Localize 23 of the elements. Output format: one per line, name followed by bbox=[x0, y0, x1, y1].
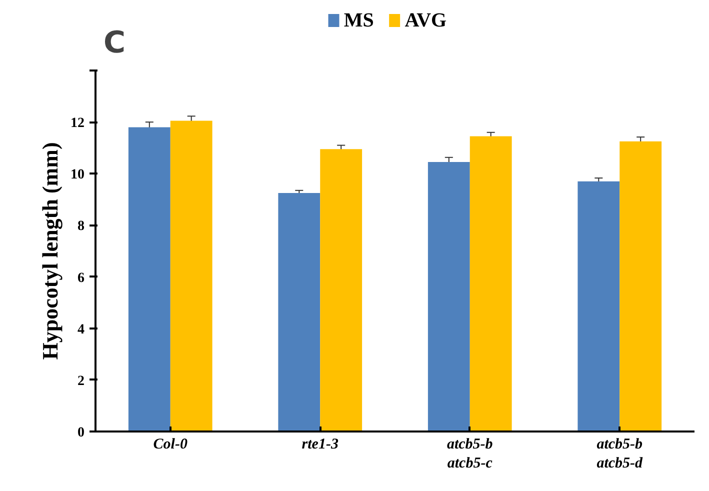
bar bbox=[278, 192, 320, 432]
y-tick-label: 8 bbox=[78, 219, 84, 234]
legend-label: MS bbox=[344, 10, 374, 32]
bar bbox=[620, 141, 662, 432]
y-tick-label: 4 bbox=[78, 322, 84, 338]
y-axis-title: Hypocotyl length (mm) bbox=[38, 142, 62, 360]
x-tick-label: rte1-3 bbox=[302, 436, 339, 452]
legend-label: AVG bbox=[404, 10, 448, 32]
bar bbox=[578, 181, 620, 432]
bar bbox=[470, 136, 512, 432]
bar bbox=[170, 120, 212, 432]
x-tick-label: atcb5-b atcb5-d bbox=[596, 436, 644, 472]
y-tick-label: 2 bbox=[78, 374, 84, 389]
bar bbox=[128, 127, 170, 432]
bar bbox=[320, 149, 362, 432]
y-tick-label: 6 bbox=[78, 270, 84, 286]
text: C bbox=[104, 26, 126, 60]
y-tick-label: 12 bbox=[70, 116, 84, 132]
bar bbox=[428, 162, 470, 432]
y-tick-label: 10 bbox=[70, 168, 84, 183]
y-tick-label: 0 bbox=[78, 426, 84, 440]
x-tick-label: atcb5-b atcb5-c bbox=[446, 436, 494, 472]
x-tick-label: Col-0 bbox=[153, 436, 188, 452]
